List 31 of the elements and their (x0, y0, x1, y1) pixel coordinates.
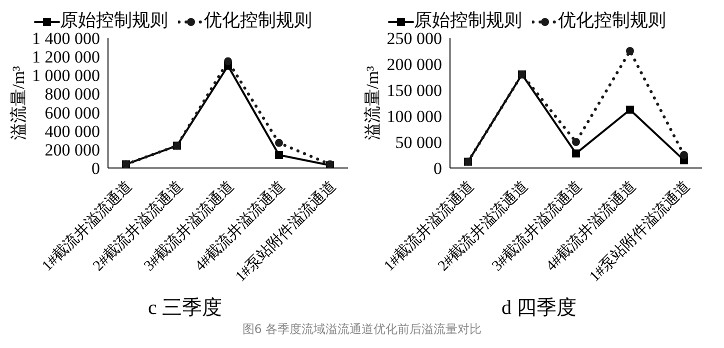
point (626, 106, 634, 114)
y-tick-label: 250 000 (386, 29, 442, 48)
point (572, 138, 580, 146)
y-axis-title: 溢流量/m³ (363, 66, 382, 140)
y-tick-label: 0 (92, 159, 100, 178)
point (626, 47, 634, 55)
y-tick-label: 200 000 (44, 140, 100, 160)
point (224, 57, 232, 66)
y-tick-label: 400 000 (44, 122, 100, 141)
y-tick-label: 1 200 000 (32, 48, 100, 67)
y-tick-label: 0 (434, 159, 442, 178)
y-axis-title: 溢流量/m³ (9, 66, 28, 140)
y-tick-label: 150 000 (386, 81, 442, 100)
legend-label: 原始控制规则 (59, 10, 168, 30)
legend-label: 优化控制规则 (557, 10, 666, 30)
legend-label: 原始控制规则 (413, 10, 522, 30)
y-tick-label: 1 000 000 (32, 66, 100, 86)
point (275, 151, 283, 159)
point (680, 151, 688, 159)
caption: 图6 各季度流域溢流通道优化前后溢流量对比 (241, 321, 483, 338)
text: d 四季度 (500, 296, 578, 321)
text: c 三季度 (147, 296, 223, 321)
y-tick-label: 1 400 000 (32, 29, 100, 48)
point (572, 149, 580, 158)
legend-label: 优化控制规则 (203, 10, 312, 30)
y-tick-label: 600 000 (44, 103, 100, 122)
point (275, 138, 283, 147)
y-tick-label: 800 000 (44, 84, 100, 104)
y-tick-label: 200 000 (386, 55, 442, 74)
y-tick-label: 50 000 (395, 133, 442, 152)
y-tick-label: 100 000 (386, 107, 442, 126)
